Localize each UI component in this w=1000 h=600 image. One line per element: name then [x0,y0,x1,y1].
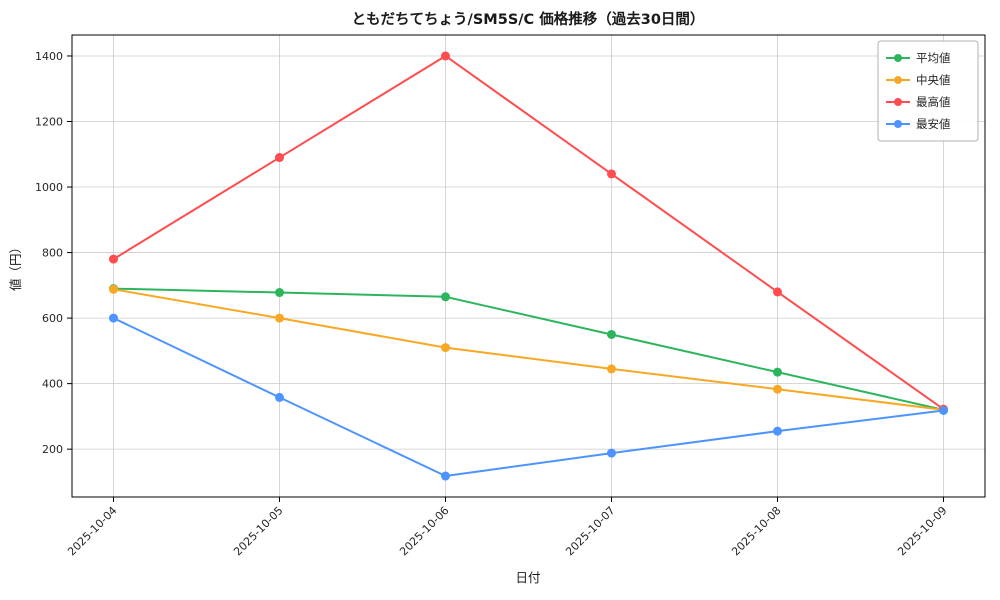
legend-marker [894,54,902,62]
data-point-marker [109,284,118,294]
y-tick-label: 600 [42,312,63,325]
data-point-marker [441,292,450,302]
data-point-marker [773,367,782,377]
axes-border [71,34,986,498]
data-point-marker [607,329,616,339]
data-point-marker [773,426,782,436]
y-tick-label: 800 [42,247,63,260]
data-point-marker [441,343,450,353]
legend-item-平均値: 平均値 [886,51,951,65]
series-line [112,54,945,411]
data-point-marker [607,448,616,458]
x-tick-label: 2025-10-06 [397,504,451,558]
legend-marker [894,98,902,106]
data-point-marker [109,313,118,323]
series-中央値 [109,284,948,415]
y-axis-label: 値（円） [8,241,23,291]
legend-label: 中央値 [916,73,951,87]
data-point-marker [441,471,450,481]
legend-marker [894,76,902,84]
legend-label: 最安値 [916,117,951,131]
data-point-marker [773,384,782,394]
data-point-marker [939,405,948,415]
y-tick-label: 200 [42,443,63,456]
data-point-marker [275,392,284,402]
chart-title: ともだちてちょう/SM5S/C 価格推移（過去30日間） [352,10,705,28]
legend-item-中央値: 中央値 [886,73,951,87]
x-tick-label: 2025-10-05 [231,504,285,558]
x-tick-label: 2025-10-09 [895,504,949,558]
plot-background [72,35,985,497]
data-point-marker [109,254,118,264]
legend-marker [894,120,902,128]
legend-box [877,40,979,142]
series-line [113,288,944,411]
y-tick-label: 1400 [35,50,63,63]
data-point-marker [607,169,616,179]
data-point-marker [441,51,450,61]
legend-label: 平均値 [916,51,951,65]
y-tick-label: 1200 [35,116,63,129]
data-point-marker [275,153,284,163]
data-point-marker [607,364,616,374]
legend-item-最安値: 最安値 [886,117,951,131]
x-tick-label: 2025-10-07 [563,504,617,558]
x-tick-label: 2025-10-08 [729,504,783,558]
x-axis-label: 日付 [515,570,540,585]
data-point-marker [275,288,284,298]
y-tick-label: 400 [42,378,63,391]
data-point-marker [275,313,284,323]
series-line [113,287,944,411]
legend-item-最高値: 最高値 [886,95,951,109]
series-最安値 [109,313,948,481]
y-tick-label: 1000 [35,181,63,194]
x-tick-label: 2025-10-04 [65,504,119,558]
legend-label: 最高値 [916,95,951,109]
data-point-marker [773,287,782,297]
series-line [113,317,944,478]
plot-area: 200 400 600 800 1000 1200 1400 2025-10-04 2025-1… [35,34,986,558]
